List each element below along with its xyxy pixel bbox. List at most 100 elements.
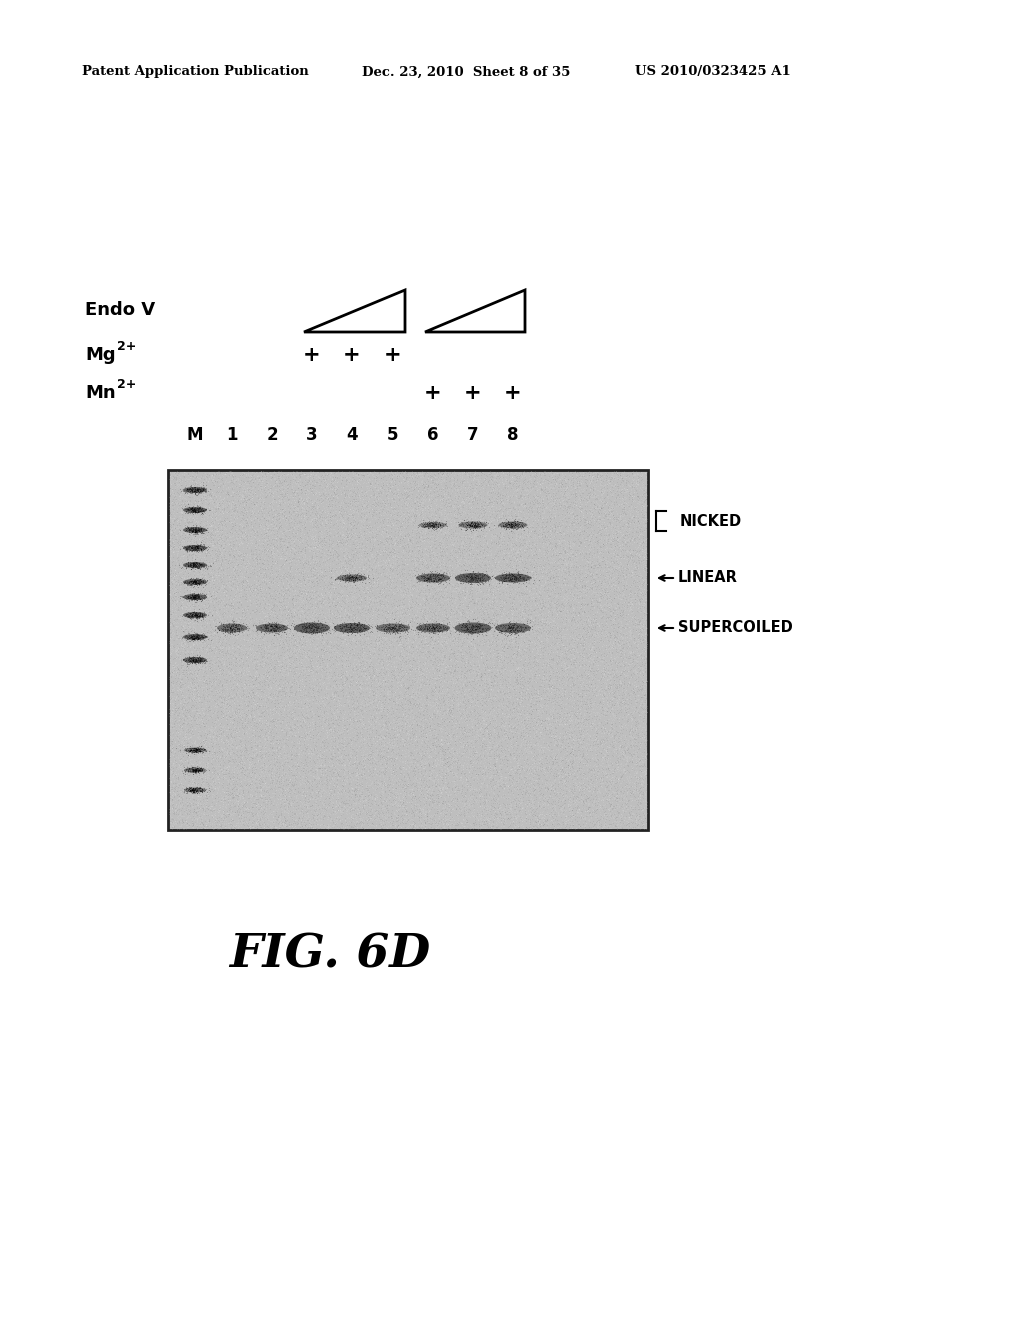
Point [630,609,646,630]
Point [434,664,451,685]
Point [213,609,229,630]
Point [415,744,431,766]
Point [503,735,519,756]
Point [232,727,249,748]
Point [638,470,654,491]
Point [220,743,237,764]
Point [324,710,340,731]
Point [608,645,625,667]
Point [433,760,450,781]
Point [437,777,454,799]
Point [478,747,495,768]
Point [556,635,572,656]
Point [273,655,290,676]
Point [209,768,225,789]
Point [198,499,214,520]
Point [519,684,536,705]
Point [411,805,427,826]
Point [168,494,184,515]
Point [191,780,208,801]
Point [321,788,337,809]
Point [593,473,609,494]
Point [183,556,200,577]
Point [344,816,360,837]
Point [630,591,646,612]
Point [433,698,450,719]
Point [489,597,506,618]
Point [600,525,616,546]
Point [197,474,213,495]
Point [215,804,231,825]
Point [193,606,209,627]
Point [196,562,212,583]
Point [183,741,200,762]
Point [506,471,522,492]
Point [414,801,430,822]
Point [573,626,590,647]
Point [377,673,393,694]
Point [240,618,256,639]
Point [557,517,573,539]
Point [385,635,401,656]
Point [234,556,251,577]
Point [316,816,333,837]
Point [249,808,265,829]
Point [471,669,487,690]
Point [497,548,513,569]
Point [608,797,625,818]
Point [387,618,403,639]
Point [224,771,241,792]
Point [347,576,364,597]
Point [447,741,464,762]
Point [392,672,409,693]
Point [172,607,188,628]
Point [510,768,526,789]
Point [575,755,592,776]
Point [173,590,189,611]
Point [527,759,544,780]
Point [494,548,510,569]
Point [510,702,526,723]
Point [492,673,508,694]
Point [342,647,358,668]
Point [490,582,507,603]
Point [632,573,648,594]
Point [291,809,307,830]
Point [460,507,476,528]
Point [168,545,184,566]
Point [484,639,501,660]
Point [383,814,399,836]
Point [311,656,328,677]
Point [437,709,454,730]
Point [341,593,357,614]
Point [438,553,455,574]
Point [578,462,594,483]
Point [454,733,470,754]
Point [395,697,412,718]
Point [582,725,598,746]
Point [285,495,301,516]
Point [535,597,551,618]
Point [502,705,518,726]
Point [353,657,370,678]
Point [193,648,209,669]
Point [211,614,227,635]
Point [323,503,339,524]
Point [339,685,355,706]
Point [360,657,377,678]
Point [311,473,328,494]
Point [344,614,360,635]
Point [186,649,203,671]
Point [592,746,608,767]
Point [201,630,217,651]
Point [319,814,336,836]
Point [167,638,183,659]
Point [615,795,632,816]
Point [191,776,208,797]
Point [520,521,537,543]
Point [626,696,642,717]
Point [200,750,216,771]
Point [268,660,285,681]
Point [347,564,364,585]
Point [604,804,621,825]
